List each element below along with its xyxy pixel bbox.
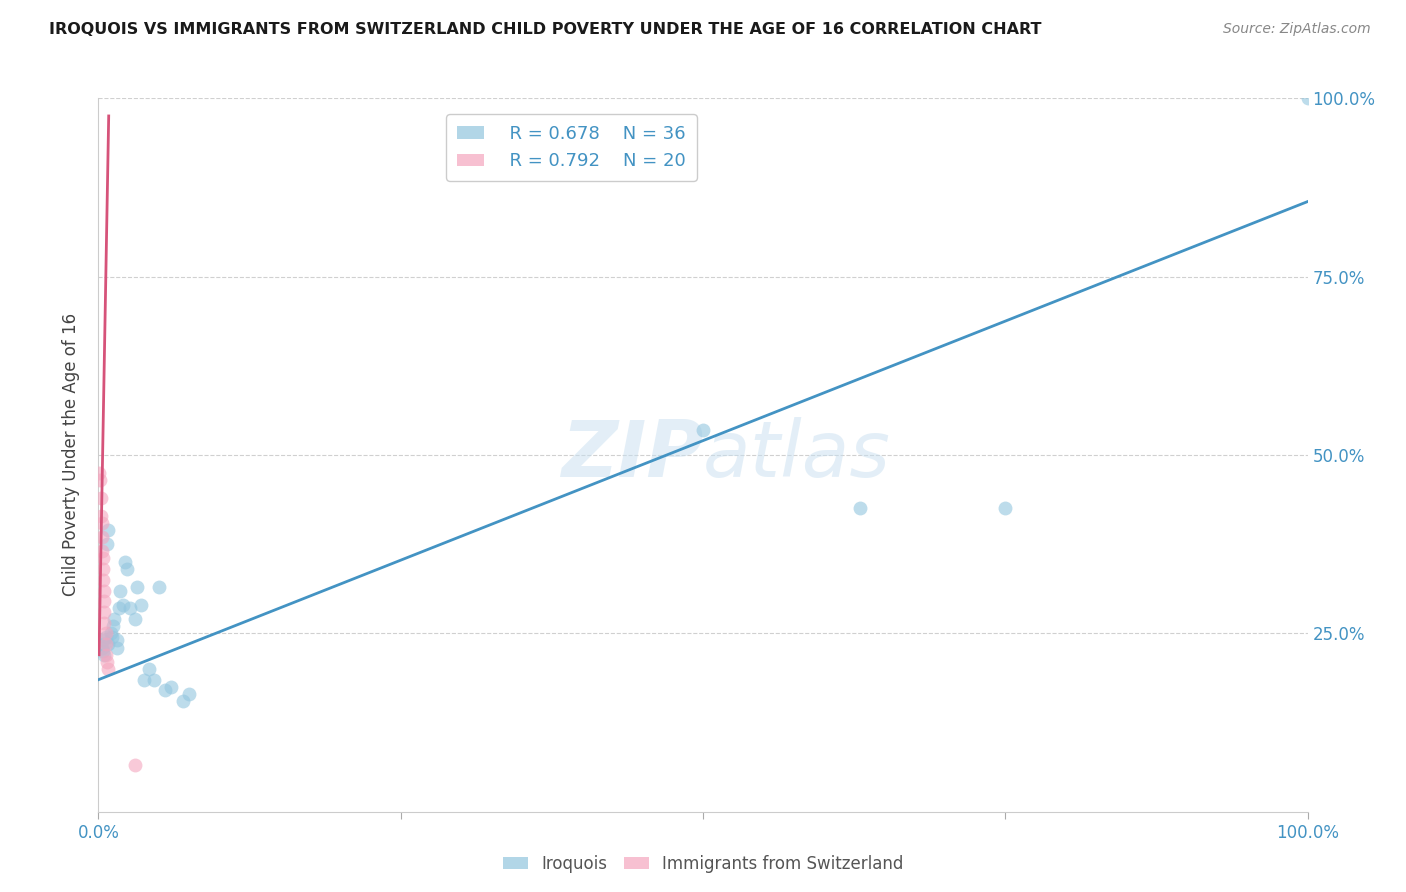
Point: [96, 537, 118, 551]
Point: [90, 508, 112, 523]
Text: ZIP: ZIP: [561, 417, 703, 493]
Point: [93, 637, 115, 651]
Point: [153, 683, 176, 698]
Point: [91, 644, 114, 658]
Point: [111, 598, 134, 612]
Point: [994, 501, 1017, 516]
Point: [124, 758, 146, 772]
Point: [97, 523, 120, 537]
Point: [160, 680, 183, 694]
Point: [94, 626, 117, 640]
Point: [105, 640, 128, 655]
Point: [103, 612, 125, 626]
Point: [105, 633, 128, 648]
Point: [138, 662, 160, 676]
Point: [94, 637, 117, 651]
Point: [93, 648, 115, 662]
Point: [101, 619, 124, 633]
Point: [93, 615, 115, 630]
Point: [1296, 91, 1319, 105]
Point: [172, 694, 194, 708]
Point: [90, 491, 112, 505]
Point: [692, 423, 714, 437]
Point: [91, 530, 114, 544]
Point: [849, 501, 872, 516]
Point: [91, 640, 114, 655]
Point: [127, 580, 149, 594]
Point: [97, 637, 120, 651]
Point: [148, 580, 170, 594]
Point: [97, 662, 120, 676]
Point: [89, 473, 111, 487]
Point: [91, 544, 114, 558]
Point: [94, 648, 117, 662]
Point: [134, 673, 156, 687]
Text: Source: ZipAtlas.com: Source: ZipAtlas.com: [1223, 22, 1371, 37]
Point: [114, 555, 136, 569]
Point: [108, 601, 131, 615]
Point: [91, 551, 114, 566]
Point: [87, 466, 110, 480]
Point: [143, 673, 166, 687]
Point: [129, 598, 152, 612]
Point: [100, 630, 122, 644]
Point: [91, 573, 114, 587]
Legend:   R = 0.678    N = 36,   R = 0.792    N = 20: R = 0.678 N = 36, R = 0.792 N = 20: [446, 114, 697, 181]
Point: [91, 516, 114, 530]
Point: [96, 655, 118, 669]
Point: [100, 626, 122, 640]
Point: [91, 562, 114, 576]
Y-axis label: Child Poverty Under the Age of 16: Child Poverty Under the Age of 16: [62, 313, 80, 597]
Point: [179, 687, 201, 701]
Point: [117, 562, 139, 576]
Point: [93, 583, 115, 598]
Point: [91, 633, 114, 648]
Point: [108, 583, 131, 598]
Point: [94, 630, 117, 644]
Point: [118, 601, 141, 615]
Point: [93, 605, 115, 619]
Text: atlas: atlas: [703, 417, 891, 493]
Point: [93, 594, 115, 608]
Text: IROQUOIS VS IMMIGRANTS FROM SWITZERLAND CHILD POVERTY UNDER THE AGE OF 16 CORREL: IROQUOIS VS IMMIGRANTS FROM SWITZERLAND …: [49, 22, 1042, 37]
Legend: Iroquois, Immigrants from Switzerland: Iroquois, Immigrants from Switzerland: [496, 848, 910, 880]
Point: [124, 612, 146, 626]
